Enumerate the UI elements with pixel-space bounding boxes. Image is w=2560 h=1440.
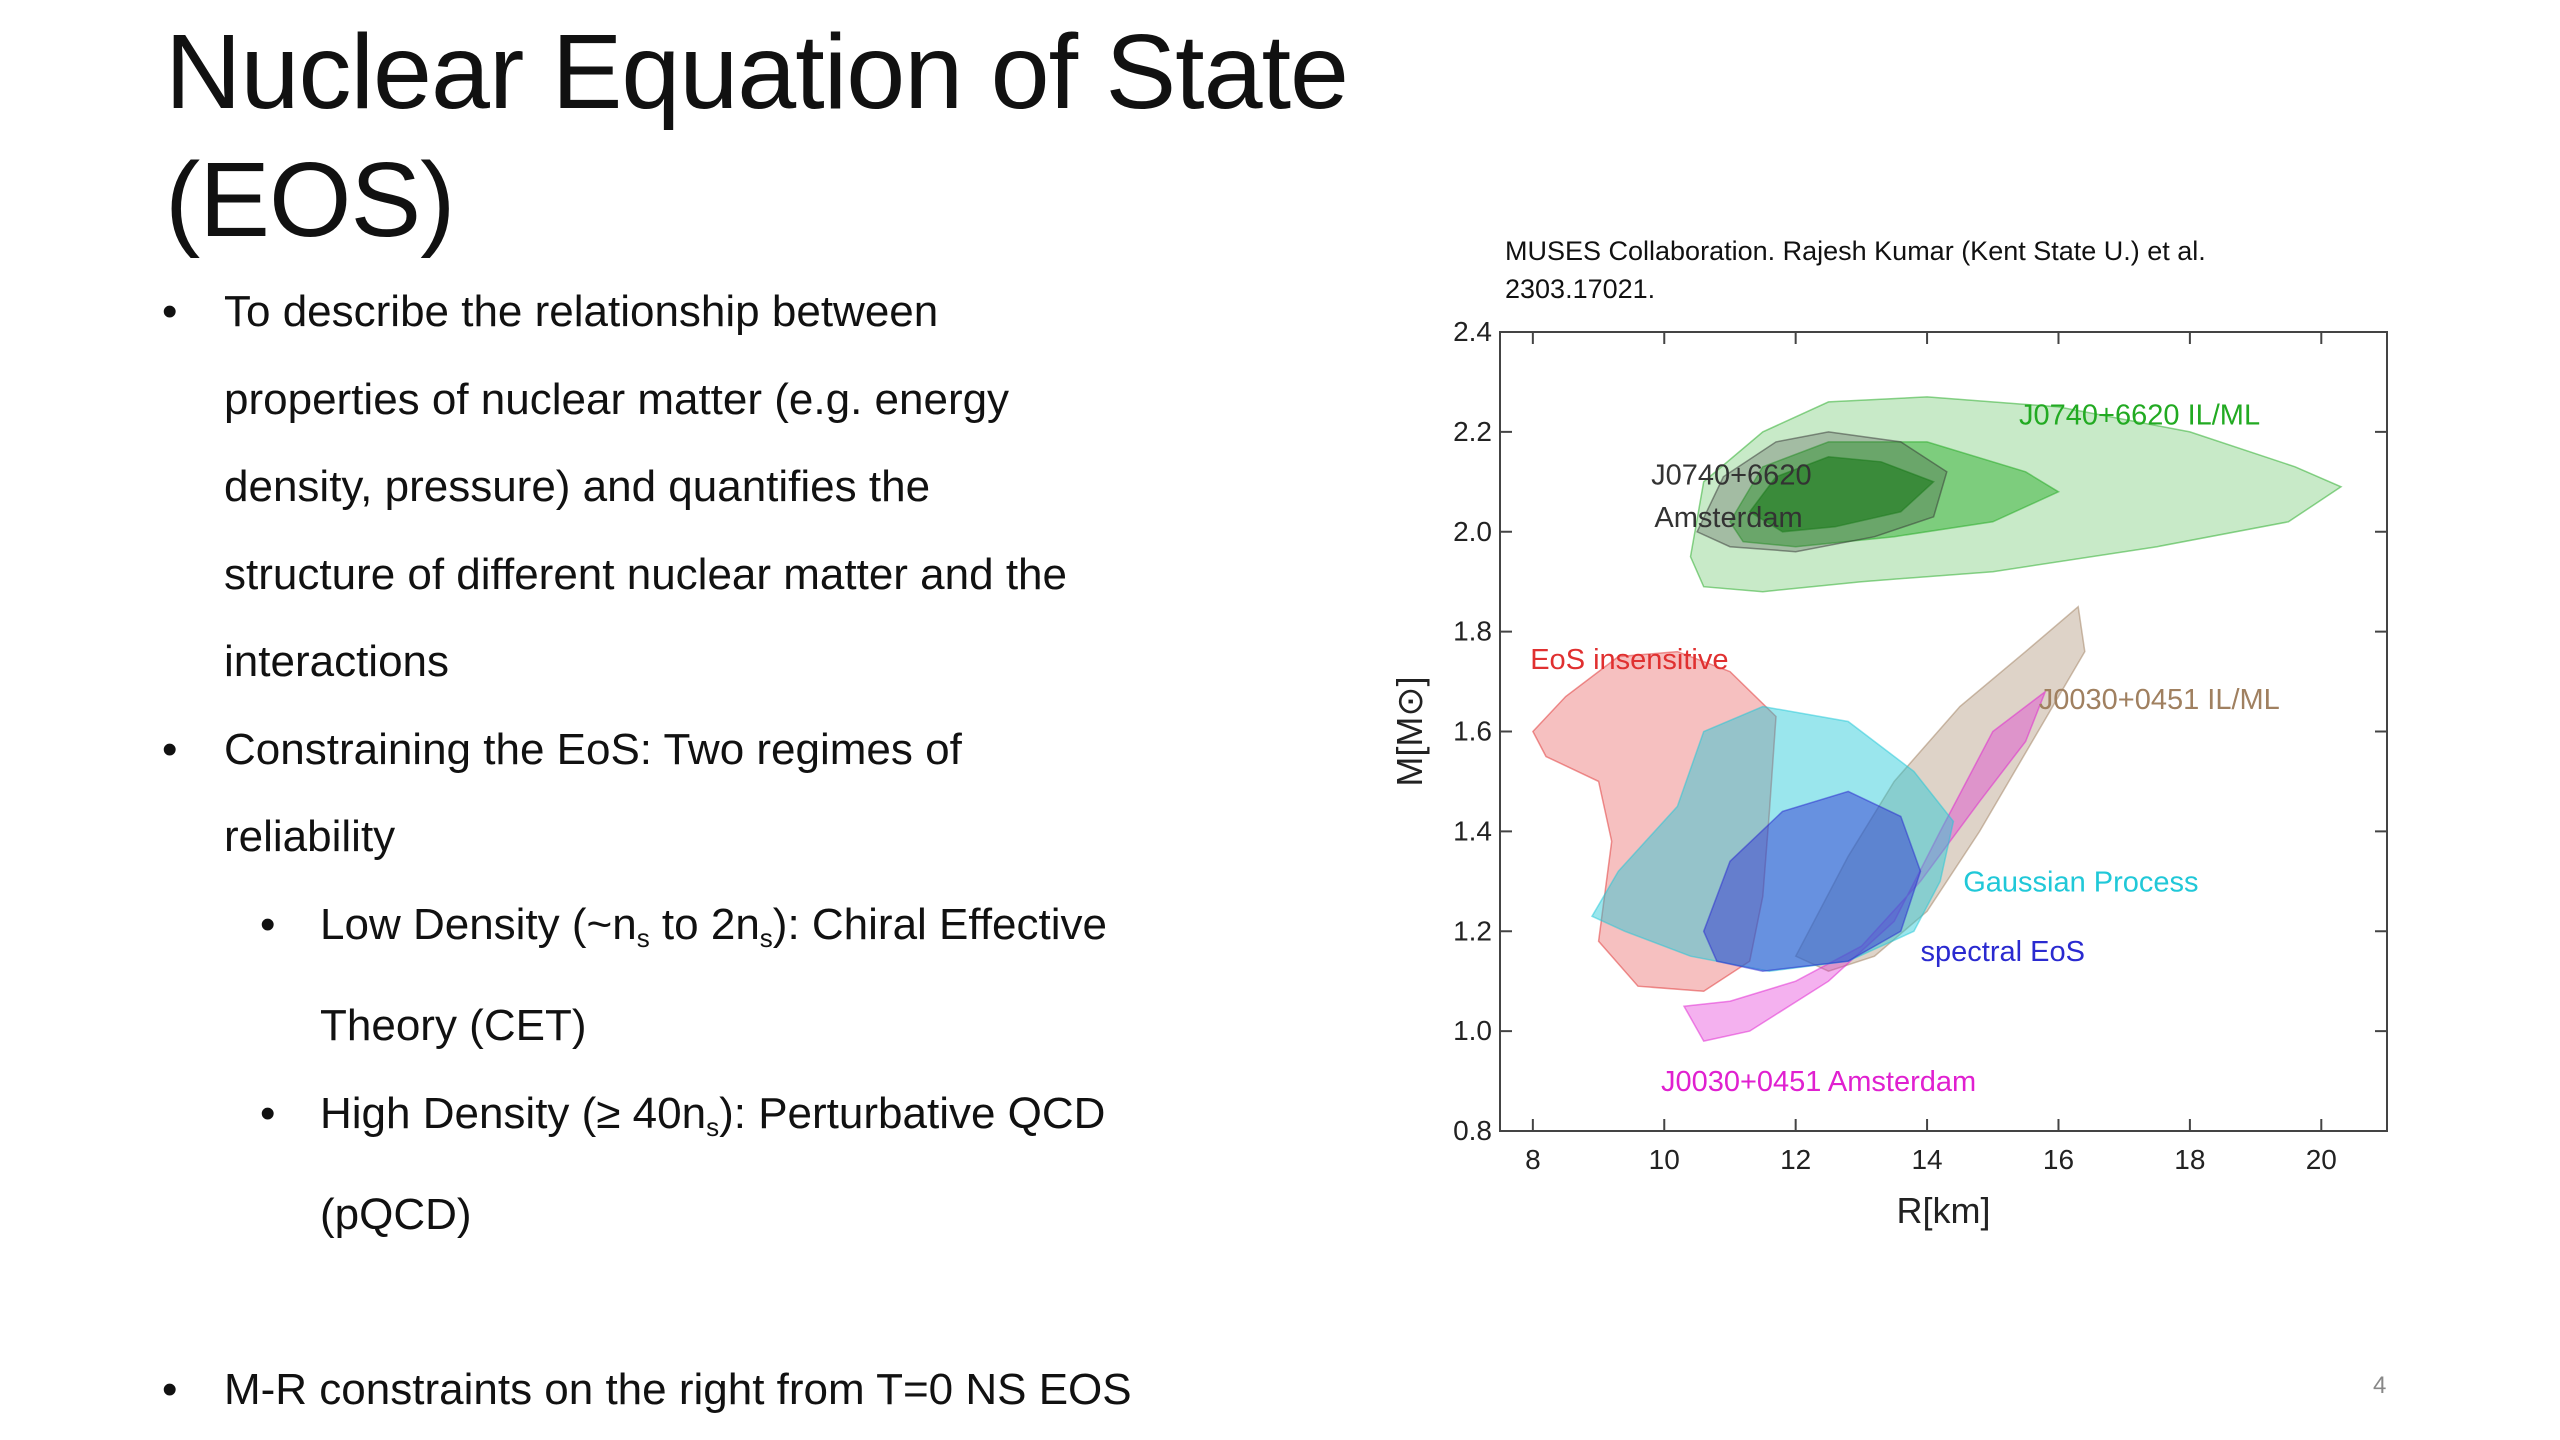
y-tick-label: 1.2 [1453, 915, 1492, 946]
x-tick-label: 8 [1525, 1144, 1541, 1175]
bullet-line: High Density (≥ 40ns): Perturbative QCD [320, 1088, 1106, 1142]
contour-region [1794, 605, 2086, 973]
y-tick-label: 1.0 [1453, 1015, 1492, 1046]
bullet-line: density, pressure) and quantifies the [224, 462, 931, 511]
y-axis-label: M[M⊙] [1389, 676, 1430, 786]
bullet-dot: • [260, 1088, 276, 1138]
bullet-line: Constraining the EoS: Two regimes of [224, 724, 962, 774]
bullet-dot: • [162, 1364, 178, 1414]
region-labels: J0740+6620 IL/ML J0740+6620 Amsterdam EoS i… [1530, 399, 2280, 1098]
x-tick-label: 20 [2306, 1144, 2337, 1175]
bullet-item: • Constraining the EoS: Two regimes of r… [160, 706, 1360, 881]
bullet-line: To describe the relationship between [224, 287, 939, 336]
contour-region [1748, 456, 1936, 533]
bullet-list: • To describe the relationship between p… [160, 268, 1360, 1433]
bullet-line: properties of nuclear matter (e.g. energ… [224, 374, 1010, 424]
region-label: J0740+6620 [1651, 459, 1811, 491]
contour-region [1531, 650, 1777, 992]
sub-bullet-item: • Low Density (~ns to 2ns): Chiral Effec… [160, 881, 1360, 1070]
bullet-line: interactions [224, 637, 450, 686]
contour-region [1682, 689, 2047, 1042]
y-tick-label: 2.2 [1453, 416, 1492, 447]
y-tick-label: 0.8 [1453, 1115, 1492, 1146]
sub-bullet-item: • High Density (≥ 40ns): Perturbative QC… [160, 1070, 1360, 1259]
x-tick-label: 10 [1649, 1144, 1680, 1175]
y-tick-label: 1.4 [1453, 815, 1492, 846]
x-tick-label: 16 [2043, 1144, 2074, 1175]
axis-ticks [1500, 331, 2387, 1132]
region-label: J0030+0451 IL/ML [2039, 684, 2280, 716]
region-label: Amsterdam [1654, 502, 1802, 534]
y-tick-label: 2.0 [1453, 516, 1492, 547]
bullet-dot: • [162, 287, 178, 336]
slide-title: Nuclear Equation of State (EOS) [165, 8, 1349, 264]
title-line-2: (EOS) [165, 141, 455, 259]
bullet-line: structure of different nuclear matter an… [224, 549, 1067, 599]
contour-region [1689, 396, 2343, 593]
y-tick-label: 2.4 [1453, 316, 1492, 347]
x-axis-label: R[km] [1897, 1190, 1991, 1231]
bullet-line: reliability [224, 812, 396, 861]
bullet-dot: • [162, 724, 178, 774]
region-label: Gaussian Process [1963, 866, 2198, 898]
y-tick-label: 1.8 [1453, 616, 1492, 647]
x-tick-label: 14 [1911, 1144, 1942, 1175]
region-label: spectral EoS [1921, 936, 2085, 968]
bullet-line: Low Density (~ns to 2ns): Chiral Effecti… [320, 899, 1107, 953]
bullet-line: Theory (CET) [320, 1001, 587, 1050]
x-tick-label: 18 [2174, 1144, 2205, 1175]
bullet-item: • M-R constraints on the right from T=0 … [160, 1346, 1360, 1434]
page-number: 4 [2373, 1372, 2387, 1399]
x-tick-label: 12 [1780, 1144, 1811, 1175]
bullet-line: M-R constraints on the right from T=0 NS… [224, 1364, 1132, 1414]
contour-regions [1531, 396, 2343, 1042]
tick-labels: 8 10 12 14 16 18 20 0.8 1.0 1.2 1.4 1.6 1.8 2.0 2.2 2.4 [1453, 316, 2337, 1175]
bullet-line: (pQCD) [320, 1190, 472, 1239]
title-line-1: Nuclear Equation of State [165, 13, 1349, 131]
y-tick-label: 1.6 [1453, 716, 1492, 747]
contour-region [1702, 790, 1922, 972]
mass-radius-chart: 8 10 12 14 16 18 20 0.8 1.0 1.2 1.4 1.6 1.8 2.0 2.2 2.4… [1389, 316, 2388, 1231]
figure-credit: MUSES Collaboration. Rajesh Kumar (Kent … [1505, 236, 2206, 304]
bullet-dot: • [260, 899, 276, 949]
region-label: EoS insensitive [1530, 644, 1728, 676]
region-label: J0030+0451 Amsterdam [1661, 1066, 1976, 1098]
region-label: J0740+6620 IL/ML [2019, 399, 2260, 431]
bullet-item: • To describe the relationship between p… [160, 268, 1360, 706]
